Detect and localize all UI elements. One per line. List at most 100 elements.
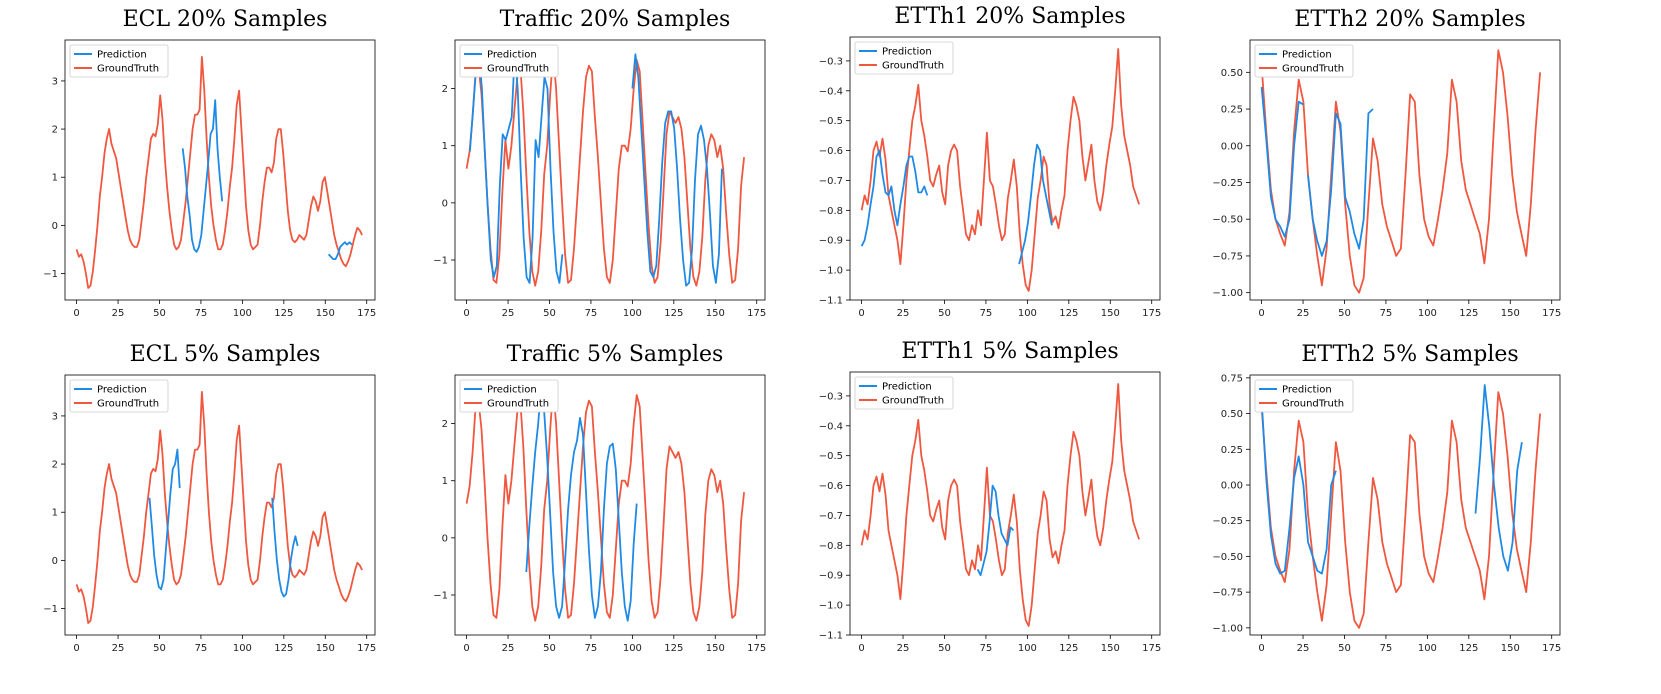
legend-label: Prediction: [882, 382, 932, 393]
legend: Prediction GroundTruth: [1254, 379, 1354, 413]
x-tick-label: 175: [1542, 643, 1561, 654]
legend-label: Prediction: [97, 385, 147, 396]
chart-title: Traffic 5% Samples: [507, 342, 724, 367]
x-tick-label: 125: [1459, 308, 1478, 319]
chart-panel-1: ECL 20% Samples 0 25 50 75 100 125 150 175 −1 0 1 2 3…: [43, 7, 376, 319]
y-tick-label: 0.25: [1221, 445, 1243, 456]
x-tick-label: 150: [316, 643, 335, 654]
y-tick-label: −0.5: [819, 451, 843, 462]
legend-box: [1254, 44, 1354, 78]
x-tick-label: 75: [980, 643, 993, 654]
prediction-line: [181, 99, 224, 253]
legend-label: Prediction: [487, 385, 537, 396]
legend-box: [854, 41, 954, 75]
legend: Prediction GroundTruth: [854, 41, 954, 75]
plot-frame: [454, 39, 766, 301]
x-tick-label: 100: [233, 308, 252, 319]
x-tick-label: 0: [1258, 308, 1264, 319]
x-tick-label: 25: [1297, 308, 1310, 319]
y-tick-label: −0.75: [1212, 588, 1243, 599]
x-tick-label: 150: [1501, 308, 1520, 319]
y-tick-label: −0.25: [1212, 516, 1243, 527]
x-tick-label: 150: [706, 308, 725, 319]
prediction-line: [860, 149, 929, 247]
y-tick-label: −0.4: [819, 86, 843, 97]
groundtruth-line: [75, 390, 363, 624]
legend-label: GroundTruth: [97, 64, 159, 75]
y-tick-label: −0.7: [819, 176, 843, 187]
x-tick-label: 125: [1059, 308, 1078, 319]
x-tick-label: 125: [664, 643, 683, 654]
x-tick-label: 25: [502, 308, 515, 319]
prediction-line: [976, 484, 1015, 577]
prediction-line: [1307, 108, 1374, 257]
groundtruth-line: [465, 388, 745, 622]
y-tick-label: −0.50: [1212, 552, 1243, 563]
x-tick-label: 50: [153, 643, 166, 654]
plot-frame: [1249, 374, 1561, 636]
chart-panel-7: ETTh1 5% Samples 0 25 50 75 100 125 150 175 −1.1 −…: [819, 339, 1162, 654]
x-tick-label: 50: [1338, 308, 1351, 319]
legend-label: Prediction: [882, 47, 932, 58]
y-tick-label: −0.8: [819, 541, 843, 552]
prediction-line: [148, 448, 181, 591]
x-tick-label: 100: [623, 308, 642, 319]
groundtruth-line: [1260, 49, 1541, 294]
x-tick-label: 0: [463, 308, 469, 319]
prediction-line: [1260, 86, 1304, 238]
x-tick-label: 50: [543, 643, 556, 654]
y-tick-label: −1.1: [819, 296, 843, 307]
x-tick-label: 100: [1418, 308, 1437, 319]
y-tick-label: −1: [433, 591, 448, 602]
x-tick-label: 150: [706, 643, 725, 654]
legend-box: [459, 379, 559, 413]
y-tick-label: 2: [52, 460, 58, 471]
legend-label: Prediction: [1282, 50, 1332, 61]
y-tick-label: −0.3: [819, 391, 843, 402]
x-tick-label: 50: [543, 308, 556, 319]
y-tick-label: 0.25: [1221, 105, 1243, 116]
chart-panel-4: ETTh2 20% Samples 0 25 50 75 100 125 150 175 −1.0…: [1212, 7, 1561, 319]
y-tick-label: 0: [442, 198, 448, 209]
legend-label: GroundTruth: [882, 61, 944, 72]
y-tick-label: 1: [52, 508, 58, 519]
x-tick-label: 125: [664, 308, 683, 319]
legend-label: GroundTruth: [1282, 399, 1344, 410]
y-tick-label: 2: [442, 84, 448, 95]
y-tick-label: −0.8: [819, 206, 843, 217]
legend-box: [459, 44, 559, 78]
chart-title: ETTh2 20% Samples: [1294, 7, 1525, 32]
legend-label: GroundTruth: [97, 399, 159, 410]
legend: Prediction GroundTruth: [854, 376, 954, 410]
y-tick-label: −1.0: [819, 601, 843, 612]
x-tick-label: 175: [357, 643, 376, 654]
x-tick-label: 150: [1501, 643, 1520, 654]
prediction-line: [1474, 384, 1523, 572]
x-tick-label: 150: [1101, 643, 1120, 654]
x-tick-label: 175: [747, 308, 766, 319]
y-tick-label: −0.7: [819, 511, 843, 522]
plot-frame: [64, 39, 376, 301]
groundtruth-line: [465, 53, 745, 287]
legend-box: [69, 44, 169, 78]
y-tick-label: −0.9: [819, 571, 843, 582]
y-tick-label: −0.5: [819, 116, 843, 127]
y-tick-label: 0: [52, 221, 58, 232]
y-tick-label: 3: [52, 411, 58, 422]
groundtruth-line: [860, 48, 1140, 292]
chart-title: ECL 5% Samples: [130, 342, 321, 367]
y-tick-label: 0.75: [1221, 373, 1243, 384]
x-tick-label: 25: [502, 643, 515, 654]
prediction-line: [525, 385, 638, 622]
chart-panel-6: Traffic 5% Samples 0 25 50 75 100 125 150 175 −1 0…: [433, 342, 766, 654]
x-tick-label: 50: [938, 643, 951, 654]
x-tick-label: 75: [1380, 308, 1393, 319]
legend: Prediction GroundTruth: [459, 379, 559, 413]
y-tick-label: 2: [52, 125, 58, 136]
chart-title: ETTh2 5% Samples: [1301, 342, 1518, 367]
x-tick-label: 100: [1018, 643, 1037, 654]
x-tick-label: 0: [858, 643, 864, 654]
plot-frame: [1249, 39, 1561, 301]
y-tick-label: 2: [442, 419, 448, 430]
